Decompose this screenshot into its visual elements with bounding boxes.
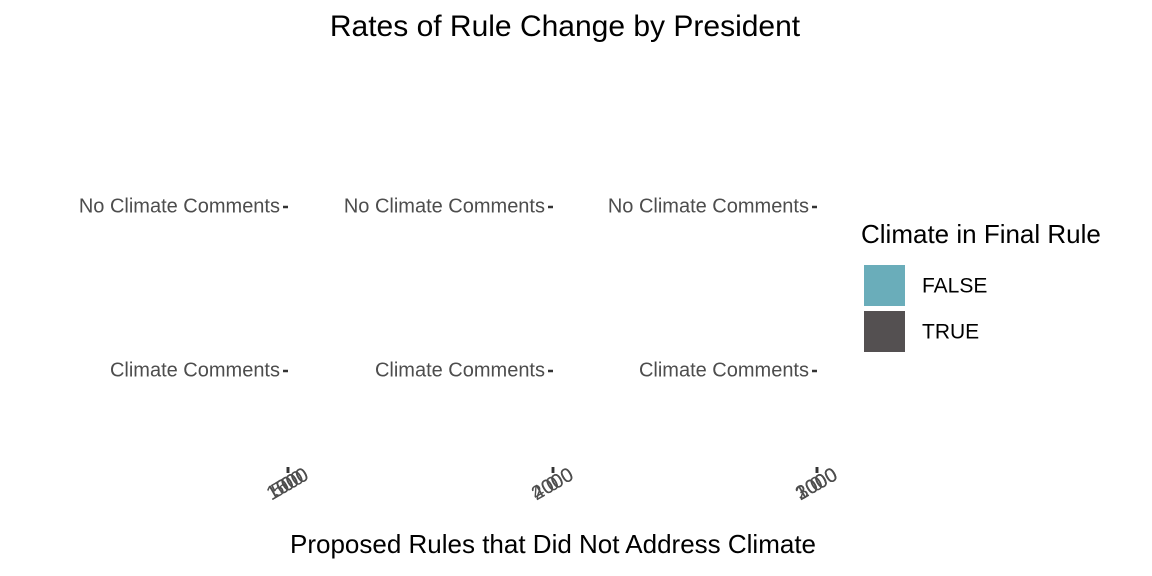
y-tick-label: Climate Comments <box>375 359 545 381</box>
y-tick-label: No Climate Comments <box>344 195 545 217</box>
x-axis-title: Proposed Rules that Did Not Address Clim… <box>290 529 816 559</box>
legend-title: Climate in Final Rule <box>861 219 1101 249</box>
legend-label: FALSE <box>922 275 987 298</box>
legend-swatch <box>864 311 905 352</box>
y-tick-label: Climate Comments <box>639 359 809 381</box>
legend: Climate in Final Rule FALSE TRUE <box>861 219 1101 352</box>
chart-title: Rates of Rule Change by President <box>330 10 801 43</box>
y-tick-label: No Climate Comments <box>79 195 280 217</box>
y-tick-label: Climate Comments <box>110 359 280 381</box>
y-tick-label: No Climate Comments <box>608 195 809 217</box>
legend-swatch <box>864 265 905 306</box>
legend-label: TRUE <box>922 321 979 344</box>
